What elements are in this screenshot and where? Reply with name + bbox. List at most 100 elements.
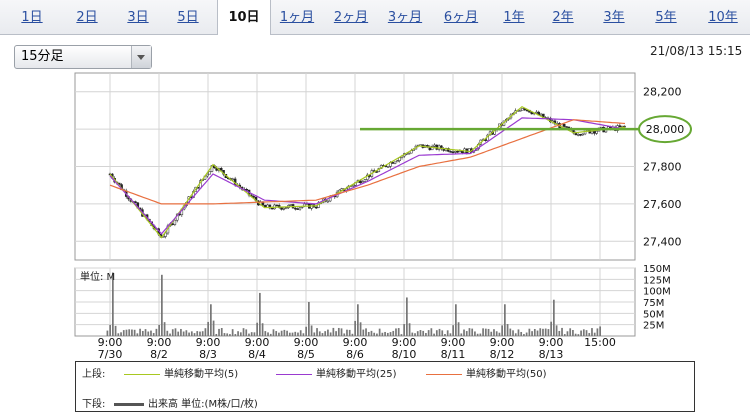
volume-bar [386, 332, 389, 336]
tab-3y[interactable]: 3年 [603, 10, 625, 25]
volume-bar [335, 331, 337, 336]
price-tick-label: 28,200 [643, 86, 682, 99]
volume-bar [163, 322, 166, 336]
volume-bar [474, 331, 476, 336]
volume-bar [259, 292, 261, 336]
volume-bar [400, 334, 403, 336]
price-tick-label: 27,600 [643, 198, 682, 211]
volume-bar [185, 330, 188, 336]
price-tick-label: 27,400 [643, 235, 682, 248]
volume-bars [106, 272, 601, 336]
candle-body [447, 148, 450, 152]
volume-bar [310, 325, 313, 336]
legend-swatch [114, 402, 144, 406]
tab-1m[interactable]: 1ヶ月 [279, 10, 315, 25]
volume-bar [152, 333, 155, 336]
volume-bar [318, 331, 321, 336]
volume-bar [316, 328, 318, 336]
volume-bar [122, 330, 125, 336]
volume-bar [468, 328, 471, 336]
candle-body [208, 171, 211, 175]
volume-bar [465, 331, 468, 336]
legend-item-label: 単純移動平均(25) [316, 369, 397, 380]
volume-bar [177, 331, 180, 336]
x-tick-time: 9:00 [147, 336, 172, 349]
volume-bar [599, 326, 601, 336]
volume-bar [340, 328, 343, 336]
candle-body [518, 109, 522, 112]
tab-10d[interactable]: 10日 [217, 0, 271, 35]
tab-2y[interactable]: 2年 [552, 10, 574, 25]
tab-1y[interactable]: 1年 [503, 10, 525, 25]
volume-bar [308, 302, 310, 336]
volume-bar [403, 324, 405, 336]
tab-2d[interactable]: 2日 [76, 10, 98, 25]
legend-item-ma25: 単純移動平均(25) [276, 365, 397, 380]
volume-tick-label: 100M [643, 287, 671, 298]
x-tick-time: 9:00 [98, 336, 123, 349]
candle-body [593, 131, 596, 134]
volume-bar [343, 333, 346, 336]
chevron-down-icon[interactable] [131, 46, 151, 68]
tab-3d[interactable]: 3日 [127, 10, 149, 25]
tab-5y[interactable]: 5年 [655, 10, 677, 25]
volume-bar [446, 330, 449, 336]
volume-bar [220, 328, 223, 336]
volume-bar [588, 332, 591, 336]
volume-bar [351, 333, 354, 336]
volume-bar [324, 331, 327, 336]
volume-bar [563, 334, 566, 336]
volume-bar [245, 329, 248, 336]
candle-body [386, 166, 390, 168]
volume-bar [275, 331, 278, 336]
interval-select[interactable]: 15分足 [14, 45, 152, 69]
volume-bar [250, 332, 253, 336]
volume-bar [381, 332, 384, 336]
annotation-ellipse [638, 115, 692, 144]
candle-body [539, 113, 543, 116]
tab-10y[interactable]: 10年 [708, 10, 738, 25]
volume-bar [169, 333, 171, 336]
tab-6m[interactable]: 6ヶ月 [443, 10, 479, 25]
volume-bar [166, 330, 169, 336]
candle-body [289, 204, 293, 206]
legend-item-label: 単純移動平均(50) [466, 369, 547, 380]
x-tick-time: 9:00 [441, 336, 466, 349]
volume-bar [294, 331, 297, 336]
candle-body [375, 171, 378, 173]
volume-bar [577, 334, 580, 336]
volume-bar [188, 332, 190, 336]
legend-swatch [426, 373, 462, 375]
candle-body [454, 151, 457, 153]
volume-bar [242, 328, 245, 336]
x-tick-time: 9:00 [294, 336, 319, 349]
volume-bar [141, 330, 144, 336]
tab-5d[interactable]: 5日 [177, 10, 199, 25]
legend-item-label: 出来高 単位:(M株/口/枚) [148, 399, 258, 410]
volume-bar [337, 327, 340, 336]
legend-swatch [276, 373, 312, 375]
volume-bar [139, 328, 141, 336]
volume-bar [438, 328, 441, 336]
volume-bar [528, 328, 531, 336]
volume-bar [433, 333, 435, 336]
x-tick-date: 8/11 [441, 348, 466, 361]
volume-bar [182, 331, 185, 336]
volume-bar [147, 331, 150, 336]
volume-bar [425, 332, 427, 336]
volume-bar [207, 321, 209, 336]
tab-3m[interactable]: 3ヶ月 [387, 10, 423, 25]
volume-bar [544, 328, 547, 336]
candle-body [298, 206, 302, 210]
legend-upper-label: 上段: [82, 369, 106, 380]
tab-1d[interactable]: 1日 [21, 10, 43, 25]
tab-2m[interactable]: 2ヶ月 [333, 10, 369, 25]
volume-bar [373, 332, 376, 336]
volume-bar [155, 328, 158, 336]
volume-bar [327, 329, 329, 336]
volume-bar [229, 334, 231, 336]
volume-bar [365, 328, 367, 336]
volume-bar [457, 322, 460, 336]
volume-bar [471, 328, 474, 336]
volume-bar [264, 331, 267, 336]
